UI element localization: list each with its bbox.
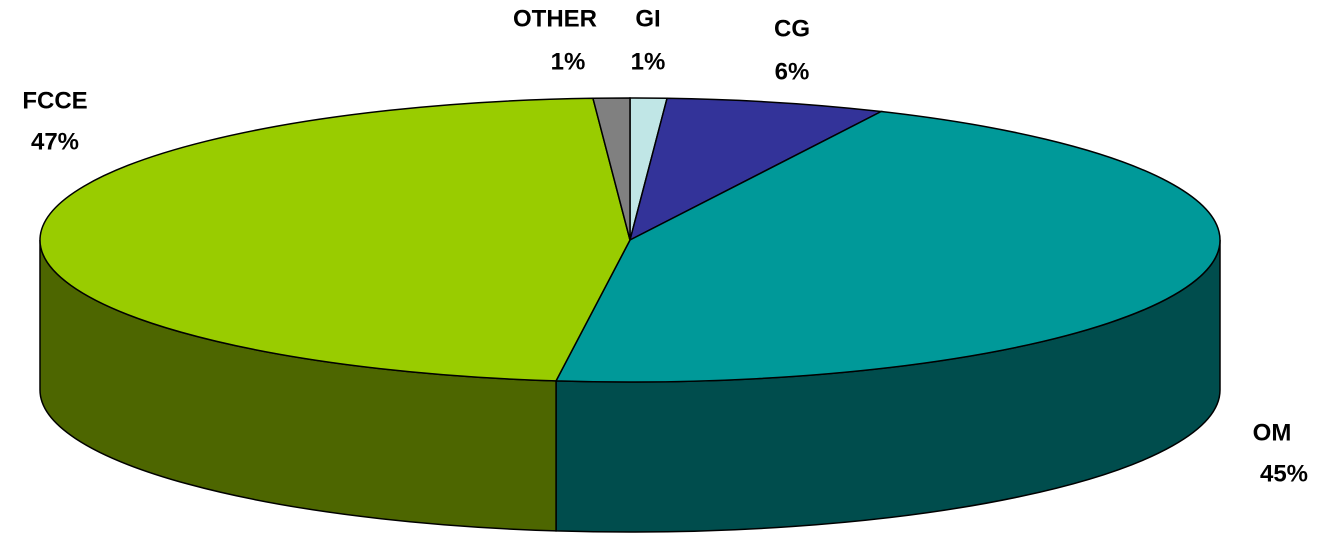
slice (554, 110, 1221, 383)
slice (591, 97, 631, 241)
slice (628, 97, 884, 242)
value-label: 45% (1260, 460, 1308, 487)
slice-label: GI (635, 5, 660, 32)
value-label: 1% (631, 48, 666, 75)
value-label: 1% (551, 48, 586, 75)
slice-label: CG (774, 15, 810, 42)
slice (39, 97, 631, 382)
slice-label: FCCE (22, 87, 87, 114)
value-label: 6% (775, 58, 810, 85)
slice-label: OM (1253, 419, 1292, 446)
value-label: 47% (31, 128, 79, 155)
slice-label: OTHER (513, 5, 597, 32)
